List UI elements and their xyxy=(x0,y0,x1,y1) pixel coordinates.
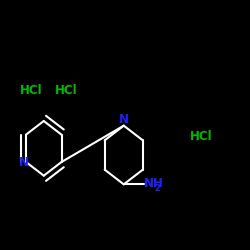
Text: HCl: HCl xyxy=(55,84,78,96)
Text: NH: NH xyxy=(144,177,164,190)
Text: 2: 2 xyxy=(154,184,160,193)
Text: HCl: HCl xyxy=(190,130,212,143)
Text: N: N xyxy=(119,113,129,126)
Text: N: N xyxy=(19,156,29,168)
Text: HCl: HCl xyxy=(20,84,42,96)
